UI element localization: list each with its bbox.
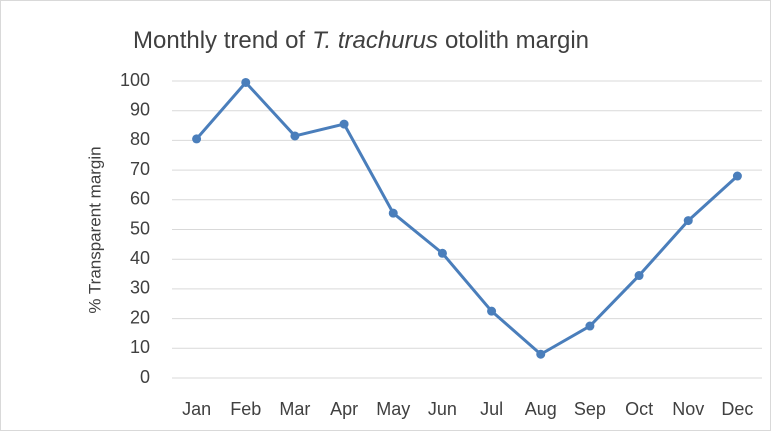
- x-tick-label: Nov: [672, 399, 704, 419]
- y-tick-label: 40: [130, 248, 150, 268]
- title-part: Monthly trend of: [133, 27, 305, 54]
- point: [585, 321, 595, 331]
- x-tick-label: Aug: [525, 399, 557, 419]
- x-tick-label: Dec: [721, 399, 753, 419]
- x-tick-label: Jan: [182, 399, 211, 419]
- y-tick-label: 70: [130, 159, 150, 179]
- chart-title: Monthly trend of T. trachurus otolith marg…: [133, 27, 589, 54]
- point: [437, 248, 447, 258]
- point: [487, 306, 497, 316]
- point: [683, 216, 693, 226]
- point: [192, 134, 202, 144]
- y-tick-label: 10: [130, 337, 150, 357]
- y-tick-label: 50: [130, 218, 150, 238]
- point: [388, 208, 398, 218]
- y-tick-label: 90: [130, 99, 150, 119]
- chart-border: [0, 0, 771, 431]
- x-tick-label: May: [376, 399, 410, 419]
- series-line: [195, 80, 739, 356]
- x-tick-label: Feb: [230, 399, 261, 419]
- point: [634, 271, 644, 281]
- y-tick-label: 20: [130, 307, 150, 327]
- x-tick-label: Jun: [428, 399, 457, 419]
- y-tick-label: 0: [140, 367, 150, 387]
- y-tick-label: 100: [120, 70, 150, 90]
- y-tick-label: 30: [130, 278, 150, 298]
- point: [732, 171, 742, 181]
- point: [339, 119, 349, 129]
- x-tick-label: Mar: [279, 399, 310, 419]
- y-tick-label: 60: [130, 189, 150, 209]
- x-tick-label: Oct: [625, 399, 653, 419]
- y-tick-label: 80: [130, 129, 150, 149]
- x-tick-label: Apr: [330, 399, 358, 419]
- point: [241, 77, 251, 87]
- title-part: otolith margin: [445, 27, 589, 54]
- title-part: T. trachurus: [312, 27, 438, 54]
- point: [290, 131, 300, 141]
- y-axis-label: % Transparent margin: [85, 146, 104, 313]
- x-tick-label: Sep: [574, 399, 606, 419]
- x-tick-label: Jul: [480, 399, 503, 419]
- point: [536, 349, 546, 359]
